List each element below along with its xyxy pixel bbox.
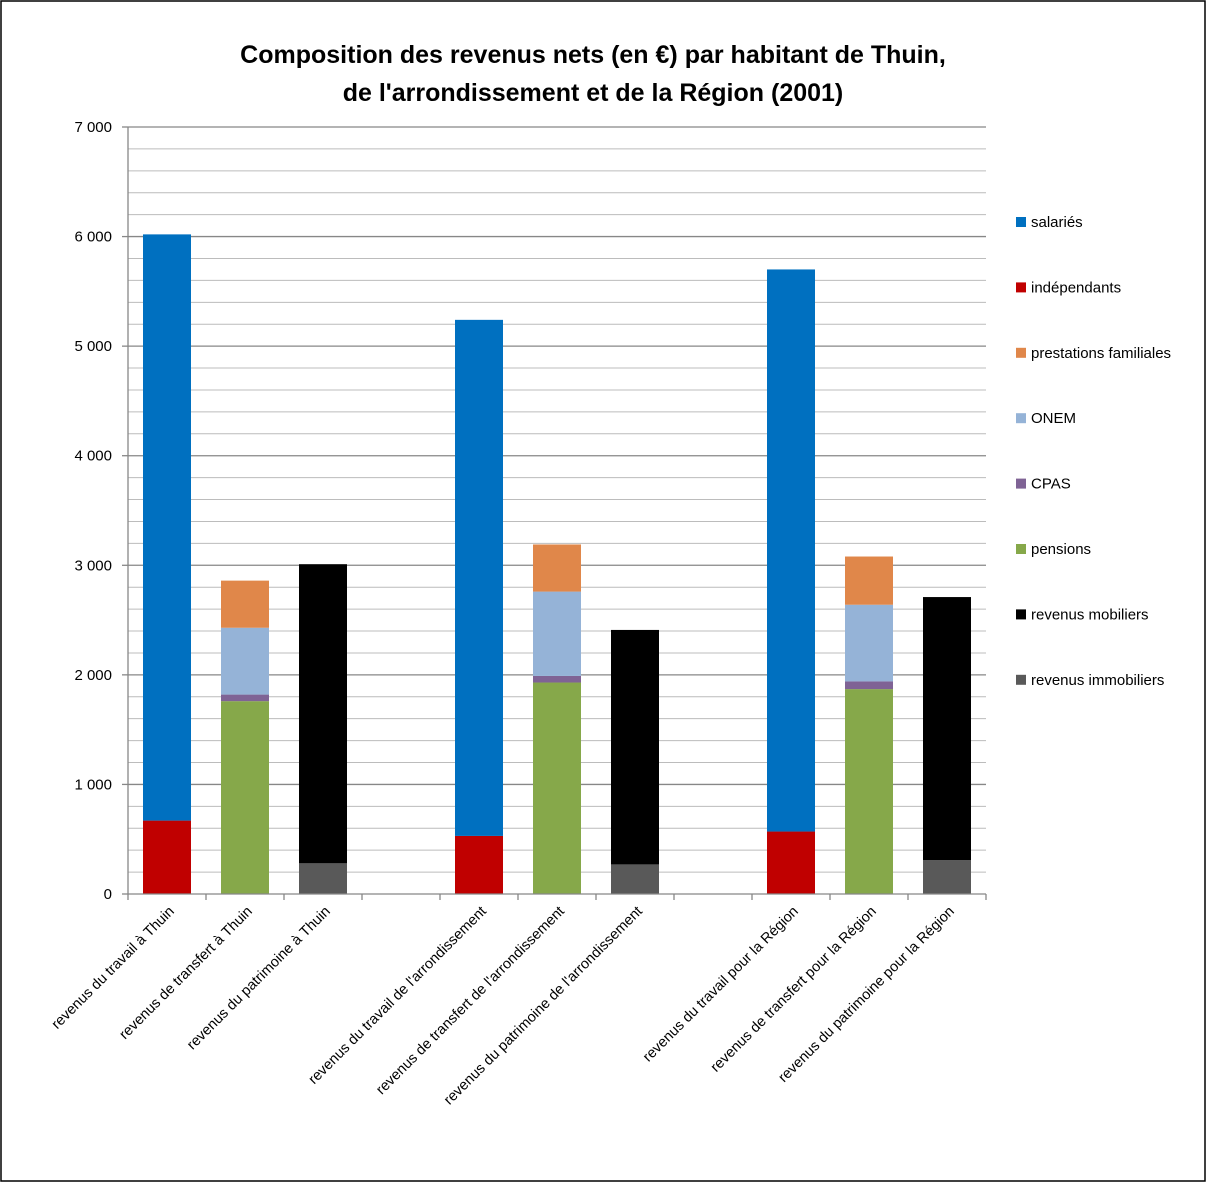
legend-label: CPAS [1031, 476, 1071, 493]
bar-segment-2-4 [221, 627, 269, 695]
bar-segment-3-7 [299, 564, 347, 864]
legend-swatch [1016, 544, 1026, 554]
legend-label: pensions [1031, 541, 1091, 558]
y-axis-tick-labels: 0 1 000 2 000 3 000 4 000 5 000 6 000 7 000 [74, 119, 112, 903]
legend-swatch [1016, 413, 1026, 424]
legend-swatch [1016, 217, 1026, 227]
legend-swatch [1016, 478, 1026, 489]
bar-segment-2-3 [221, 580, 269, 628]
axes [122, 126, 987, 900]
bar-segment-2-5 [221, 694, 269, 702]
y-tick-label: 4 000 [74, 448, 112, 465]
bars [143, 234, 971, 894]
bar-segment-9-2 [767, 831, 815, 894]
legend-swatch [1016, 609, 1026, 620]
y-tick-label: 1 000 [74, 776, 112, 793]
bar-segment-6-3 [533, 544, 581, 592]
y-tick-label: 0 [104, 886, 112, 903]
y-tick-label: 2 000 [74, 667, 112, 684]
legend-label: indépendants [1031, 279, 1121, 296]
y-tick-label: 7 000 [74, 119, 112, 136]
bar-segment-10-5 [845, 681, 893, 690]
bar-segment-10-4 [845, 604, 893, 682]
bar-segment-3-8 [299, 863, 347, 894]
legend: salariés indépendants prestations familial… [1016, 214, 1171, 689]
bar-segment-1-1 [143, 234, 191, 821]
bar-segment-1-2 [143, 820, 191, 894]
bar-segment-5-2 [455, 835, 503, 894]
y-tick-label: 3 000 [74, 557, 112, 574]
bar-segment-10-3 [845, 556, 893, 605]
bar-segment-7-8 [611, 864, 659, 894]
legend-label: revenus immobiliers [1031, 672, 1164, 689]
legend-swatch [1016, 674, 1026, 685]
y-tick-label: 6 000 [74, 229, 112, 246]
chart-title-line-1: Composition des revenus nets (en €) par … [240, 41, 946, 69]
bar-segment-5-1 [455, 319, 503, 836]
bar-segment-6-4 [533, 591, 581, 676]
legend-label: revenus mobiliers [1031, 606, 1149, 623]
bar-segment-11-8 [923, 860, 971, 894]
bar-segment-9-1 [767, 269, 815, 832]
bar-segment-10-6 [845, 689, 893, 894]
bar-segment-7-7 [611, 629, 659, 865]
legend-label: prestations familiales [1031, 345, 1171, 362]
legend-label: salariés [1031, 214, 1083, 231]
bar-segment-6-6 [533, 682, 581, 894]
bar-segment-11-7 [923, 597, 971, 861]
legend-swatch [1016, 282, 1026, 293]
legend-swatch [1016, 347, 1026, 358]
y-tick-label: 5 000 [74, 338, 112, 355]
bar-segment-6-5 [533, 675, 581, 683]
legend-label: ONEM [1031, 410, 1076, 427]
bar-segment-2-6 [221, 701, 269, 894]
chart-title-line-2: de l'arrondissement et de la Région (200… [343, 79, 844, 107]
